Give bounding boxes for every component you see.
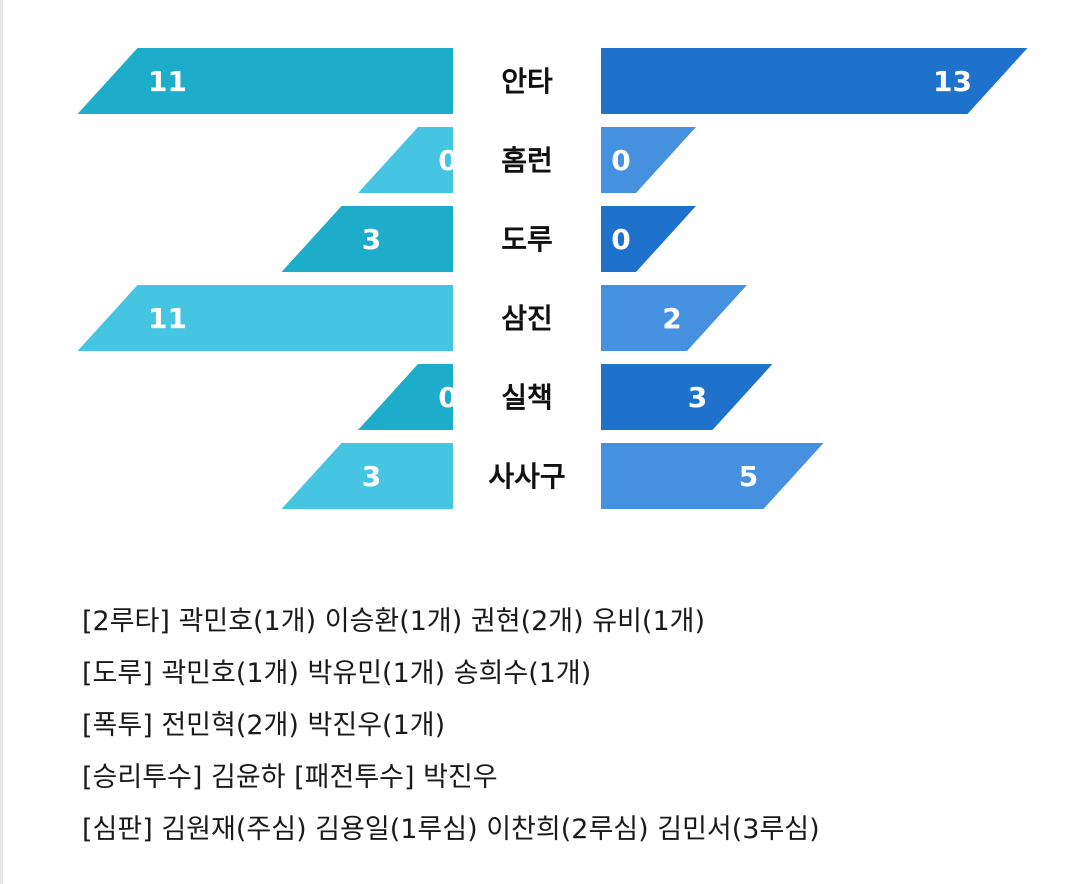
note-doubles: [2루타] 곽민호(1개) 이승환(1개) 권현(2개) 유비(1개) [82, 606, 705, 637]
note-wild-pitches: [폭투] 전민혁(2개) 박진우(1개) [82, 710, 446, 741]
left-bar-0 [77, 48, 453, 114]
right-value-label-1: 0 [611, 144, 630, 177]
left-value-label-5: 3 [362, 460, 381, 493]
right-bar-3 [601, 285, 747, 351]
left-bar-4 [358, 364, 453, 430]
note-steals: [도루] 곽민호(1개) 박유민(1개) 송희수(1개) [82, 658, 592, 689]
category-label-5: 사사구 [488, 460, 565, 493]
right-bar-4 [601, 364, 773, 430]
left-value-label-2: 3 [362, 223, 381, 256]
right-value-label-2: 0 [611, 223, 630, 256]
right-value-label-5: 5 [739, 460, 758, 493]
right-bar-1 [601, 127, 696, 193]
category-label-0: 안타 [501, 65, 553, 98]
left-bar-2 [281, 206, 453, 272]
category-label-2: 도루 [501, 223, 553, 256]
game-notes: [2루타] 곽민호(1개) 이승환(1개) 권현(2개) 유비(1개) [도루]… [82, 596, 1062, 856]
right-value-label-4: 3 [688, 381, 707, 414]
note-pitchers: [승리투수] 김윤하 [패전투수] 박진우 [82, 762, 498, 793]
note-umpires: [심판] 김원재(주심) 김용일(1루심) 이찬희(2루심) 김민서(3루심) [82, 814, 820, 845]
left-value-label-0: 11 [148, 65, 187, 98]
right-bar-0 [601, 48, 1028, 114]
left-value-label-3: 11 [148, 302, 187, 335]
left-value-label-1: 0 [438, 144, 457, 177]
right-bar-5 [601, 443, 824, 509]
right-value-label-0: 13 [933, 65, 972, 98]
left-bar-3 [77, 285, 453, 351]
page-left-border [0, 0, 3, 884]
left-bar-5 [281, 443, 453, 509]
category-label-3: 삼진 [501, 302, 553, 335]
right-bar-2 [601, 206, 696, 272]
category-label-1: 홈런 [501, 144, 553, 177]
category-label-4: 실책 [501, 381, 553, 414]
right-value-label-3: 2 [662, 302, 681, 335]
left-bar-1 [358, 127, 453, 193]
stats-comparison-chart: 11 13 안타 0 0 홈런 3 0 도루 11 2 삼진 0 3 실책 3 5 사사구 [77, 48, 1028, 509]
left-value-label-4: 0 [438, 381, 457, 414]
